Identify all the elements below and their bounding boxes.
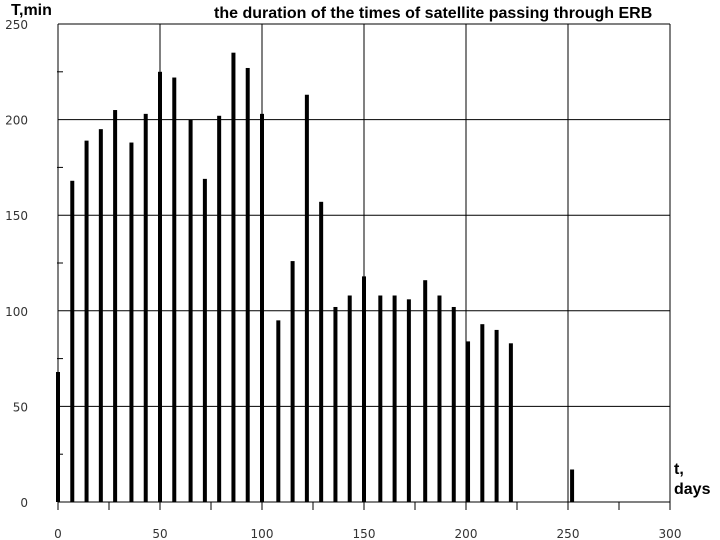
x-tick-label: 150: [353, 527, 376, 540]
bar: [319, 201, 324, 503]
x-tick-label: 300: [659, 527, 682, 540]
y-tick-label: 0: [20, 496, 28, 510]
bar: [508, 343, 513, 502]
bar: [570, 469, 575, 502]
x-tick-label: 250: [557, 527, 580, 540]
x-tick-label: 0: [54, 527, 62, 540]
bar: [304, 94, 309, 502]
tick-labels: 0 50 100 150 200 250 0 50 100 150 200 250 300: [5, 18, 681, 540]
bar: [202, 178, 207, 502]
bar: [260, 113, 264, 502]
bar: [129, 142, 134, 502]
bar: [158, 71, 162, 503]
bar: [290, 261, 295, 502]
y-tick-label: 150: [5, 209, 28, 223]
bar: [451, 306, 456, 502]
bar: [231, 52, 236, 503]
bar: [423, 280, 428, 502]
chart-title: the duration of the times of satellite p…: [214, 5, 653, 22]
x-axis-label-line-2: days: [674, 481, 711, 498]
x-tick-label: 100: [251, 527, 274, 540]
y-tick-label: 100: [5, 305, 28, 319]
bar: [378, 295, 383, 502]
bar-series: [56, 52, 575, 503]
bar: [56, 371, 60, 502]
bar: [172, 77, 177, 502]
bar: [392, 295, 397, 502]
y-tick-label: 200: [5, 114, 28, 128]
bar: [406, 299, 411, 502]
bar: [217, 115, 222, 502]
bar: [276, 320, 281, 502]
y-axis-label: T,min: [11, 2, 52, 19]
bar: [480, 324, 485, 502]
bar: [362, 276, 366, 502]
x-tick-label: 50: [152, 527, 167, 540]
bar: [333, 306, 338, 502]
bar: [245, 67, 250, 502]
x-axis-label-line-1: t,: [674, 461, 684, 478]
y-tick-label: 50: [13, 400, 28, 414]
bar: [70, 180, 75, 502]
x-axis-label: t, days: [674, 460, 718, 500]
bar: [143, 113, 148, 502]
bar: [347, 295, 352, 502]
x-tick-label: 200: [455, 527, 478, 540]
bar: [84, 140, 89, 502]
y-tick-label: 250: [5, 18, 28, 32]
bar: [466, 341, 471, 502]
bar: [188, 119, 193, 502]
bar: [494, 329, 499, 502]
bar: [437, 295, 442, 502]
bar: [98, 129, 103, 502]
bar: [113, 110, 118, 502]
